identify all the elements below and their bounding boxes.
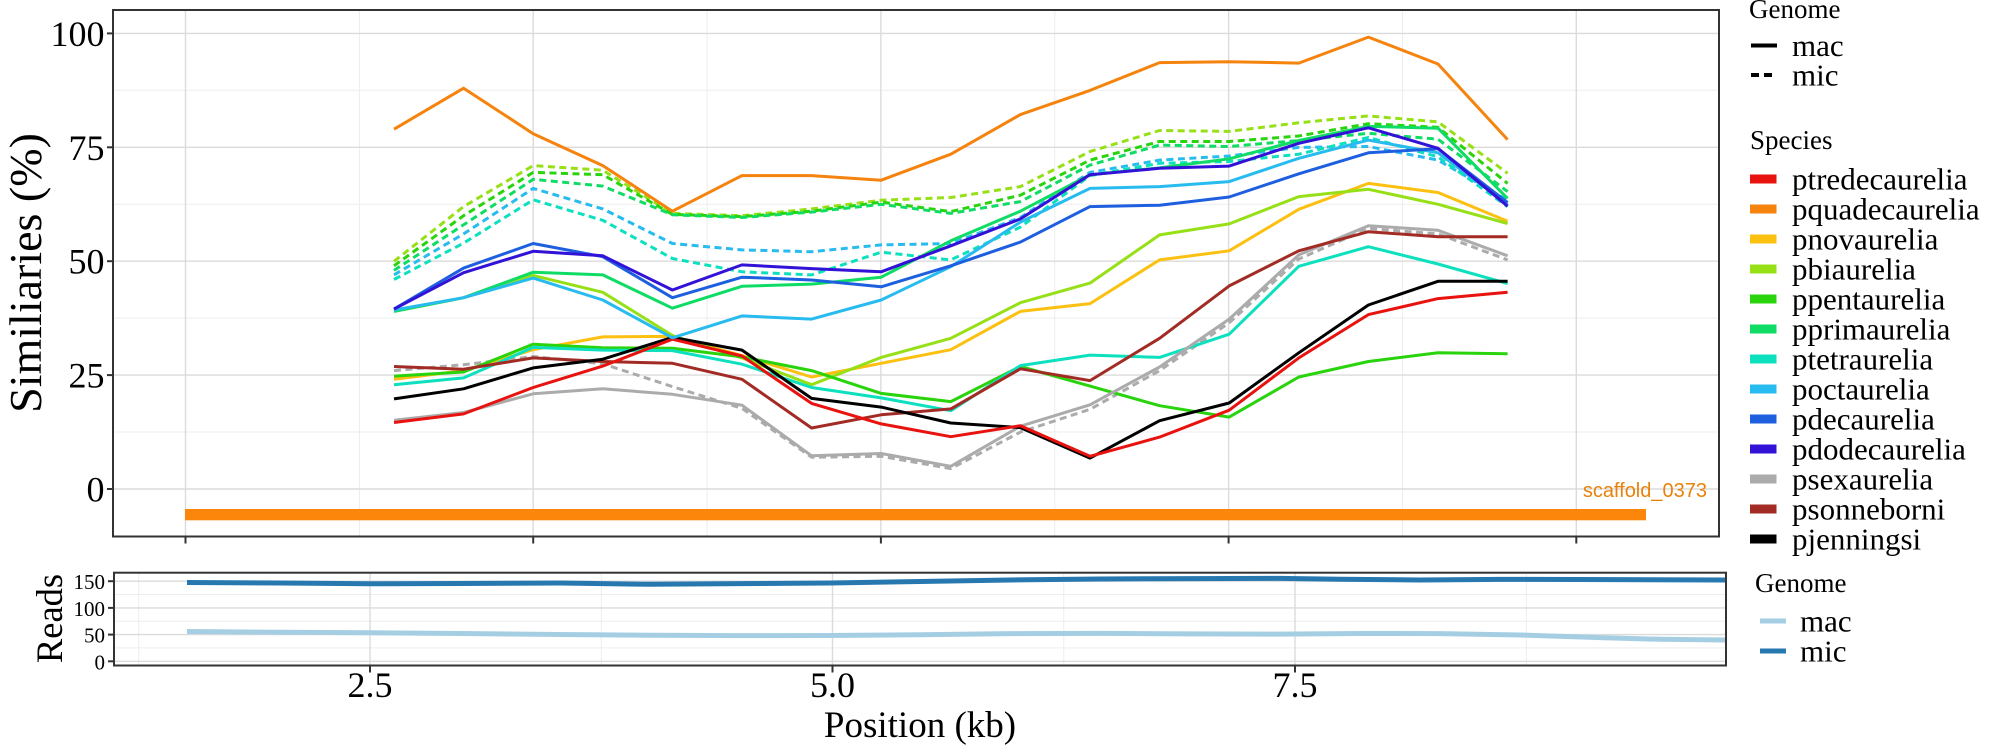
svg-text:0: 0 [95,650,106,674]
svg-text:Genome: Genome [1749,0,1840,24]
svg-text:poctaurelia: poctaurelia [1792,372,1930,407]
svg-text:50: 50 [84,624,105,648]
svg-text:pprimaurelia: pprimaurelia [1792,312,1951,347]
svg-text:mic: mic [1800,634,1847,669]
svg-text:7.5: 7.5 [1273,665,1318,705]
svg-text:mac: mac [1800,604,1852,639]
svg-text:scaffold_0373: scaffold_0373 [1583,480,1707,502]
svg-text:ptetraurelia: ptetraurelia [1792,342,1933,377]
svg-text:Species: Species [1750,125,1832,155]
svg-text:psexaurelia: psexaurelia [1792,462,1933,497]
svg-text:75: 75 [69,128,105,168]
svg-text:150: 150 [74,570,106,594]
svg-text:pjenningsi: pjenningsi [1792,522,1922,557]
svg-text:Similiaries (%): Similiaries (%) [0,133,51,413]
svg-text:100: 100 [74,597,106,621]
svg-text:pdecaurelia: pdecaurelia [1792,402,1935,437]
svg-text:ppentaurelia: ppentaurelia [1792,282,1945,317]
svg-text:pbiaurelia: pbiaurelia [1792,252,1916,287]
svg-text:50: 50 [69,242,105,282]
svg-text:25: 25 [69,356,105,396]
svg-text:mic: mic [1792,58,1839,93]
svg-text:pquadecaurelia: pquadecaurelia [1792,192,1980,227]
svg-text:Position (kb): Position (kb) [824,705,1016,746]
svg-text:100: 100 [51,14,105,54]
svg-text:Reads: Reads [29,574,70,663]
svg-text:pdodecaurelia: pdodecaurelia [1792,432,1966,467]
svg-text:mac: mac [1792,28,1844,63]
svg-text:pnovaurelia: pnovaurelia [1792,222,1939,257]
svg-text:ptredecaurelia: ptredecaurelia [1792,162,1968,197]
svg-text:Genome: Genome [1755,568,1846,598]
svg-text:0: 0 [87,470,105,510]
svg-text:psonneborni: psonneborni [1792,492,1946,527]
svg-text:2.5: 2.5 [348,665,393,705]
svg-text:5.0: 5.0 [810,665,855,705]
